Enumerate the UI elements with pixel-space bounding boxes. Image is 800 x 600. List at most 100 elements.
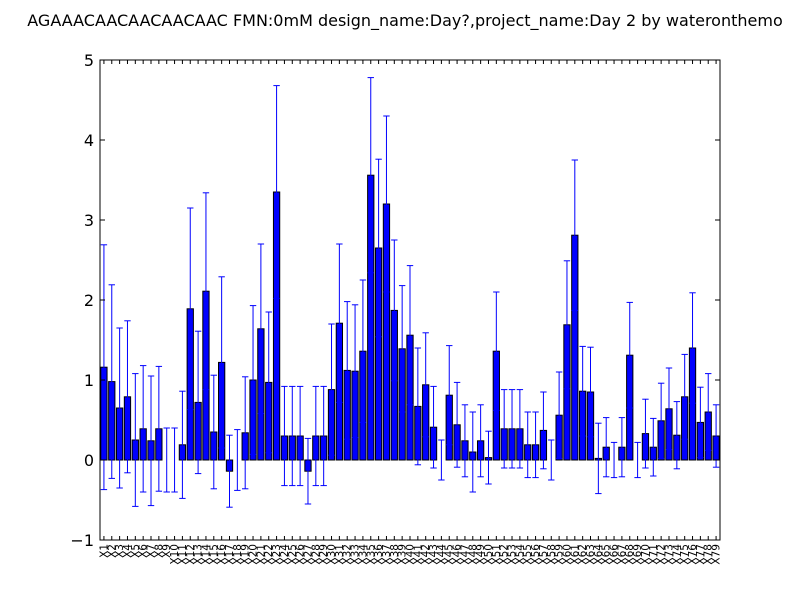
- error-bar-X30: [328, 323, 335, 456]
- error-bar-X8: [155, 365, 163, 492]
- error-bar-X66: [610, 441, 618, 479]
- x-tick-label-X62: X62: [577, 544, 589, 565]
- y-tick-label: 3: [84, 211, 94, 230]
- error-bar-X24: [281, 385, 288, 487]
- x-tick-label-X33: X33: [350, 544, 362, 565]
- x-tick-label-X55: X55: [522, 544, 534, 565]
- error-bar-X45: [446, 345, 453, 446]
- error-bar-X73: [665, 367, 673, 451]
- error-bar-X62: [579, 345, 586, 437]
- x-tick-label-X30: X30: [326, 544, 338, 565]
- error-bar-X68: [626, 301, 633, 409]
- error-bar-X49: [477, 404, 484, 478]
- error-bar-X23: [273, 85, 280, 299]
- x-tick-label-X36: X36: [373, 544, 385, 565]
- x-tick-label-X43: X43: [428, 544, 440, 565]
- x-tick-label-X76: X76: [687, 544, 699, 565]
- x-tick-label-X4: X4: [122, 544, 134, 558]
- x-tick-label-X26: X26: [295, 544, 307, 565]
- error-bar-X36: [375, 158, 382, 338]
- error-bar-X56: [532, 411, 539, 479]
- error-bar-X60: [563, 260, 571, 390]
- x-tick-label-X1: X1: [98, 544, 110, 558]
- error-bar-X69: [634, 441, 641, 479]
- x-tick-label-X22: X22: [263, 544, 275, 565]
- x-tick-label-X7: X7: [146, 544, 158, 558]
- x-tick-label-X20: X20: [248, 544, 260, 565]
- x-tick-label-X5: X5: [130, 544, 142, 558]
- x-tick-label-X23: X23: [271, 544, 283, 565]
- x-tick-label-X37: X37: [381, 544, 393, 565]
- error-bar-X32: [344, 301, 351, 440]
- x-tick-label-X41: X41: [412, 544, 424, 565]
- error-bar-X44: [438, 439, 445, 481]
- y-tick-label: 2: [84, 291, 94, 310]
- y-tick-label: −1: [70, 531, 94, 550]
- error-bar-X1: [100, 244, 108, 491]
- x-tick-label-X2: X2: [106, 544, 118, 558]
- x-tick-label-X14: X14: [200, 544, 212, 565]
- error-bar-X58: [548, 439, 555, 481]
- error-bar-X18: [234, 429, 241, 491]
- x-tick-label-X17: X17: [224, 544, 236, 565]
- x-tick-label-X65: X65: [601, 544, 613, 565]
- y-tick-label: 1: [84, 371, 94, 390]
- x-tick-label-X8: X8: [153, 544, 165, 558]
- error-bar-X13: [194, 330, 202, 475]
- x-tick-label-X19: X19: [240, 544, 252, 565]
- x-tick-label-X28: X28: [310, 544, 322, 565]
- x-tick-label-X29: X29: [318, 544, 330, 565]
- error-bar-X52: [500, 389, 508, 469]
- x-tick-label-X39: X39: [397, 544, 409, 565]
- x-tick-label-X50: X50: [483, 544, 495, 565]
- chart-title: AGAAACAACAACAACAAC FMN:0mM design_name:D…: [27, 11, 782, 31]
- error-bar-X71: [650, 417, 657, 477]
- error-bar-X75: [681, 353, 688, 440]
- error-bar-X14: [202, 192, 210, 391]
- x-tick-label-X66: X66: [609, 544, 621, 565]
- error-bar-X61: [571, 159, 579, 311]
- x-tick-label-X57: X57: [538, 544, 550, 565]
- x-tick-label-X64: X64: [593, 544, 605, 565]
- x-tick-label-X10: X10: [169, 544, 181, 565]
- error-bar-X35: [367, 77, 374, 274]
- x-tick-label-X38: X38: [389, 544, 401, 565]
- error-bar-X17: [226, 434, 233, 508]
- error-bar-X42: [422, 332, 429, 438]
- x-tick-label-X61: X61: [569, 544, 581, 565]
- error-bar-X39: [398, 285, 406, 413]
- error-bar-X6: [139, 365, 147, 493]
- error-bar-X19: [241, 376, 249, 490]
- x-tick-label-X71: X71: [648, 544, 660, 565]
- x-tick-label-X12: X12: [185, 544, 197, 565]
- error-bar-X3: [116, 327, 123, 489]
- error-bar-X37: [383, 115, 390, 293]
- x-tick-label-X24: X24: [279, 544, 291, 565]
- error-bar-X9: [163, 427, 170, 493]
- error-bar-X26: [296, 385, 304, 487]
- y-tick-label: 4: [84, 131, 94, 150]
- error-bars-group: [100, 77, 720, 508]
- y-tick-label: 5: [84, 51, 94, 70]
- x-tick-label-X73: X73: [663, 544, 675, 565]
- x-tick-label-X46: X46: [452, 544, 464, 565]
- error-bar-X57: [540, 391, 547, 470]
- x-tick-label-X9: X9: [161, 544, 173, 558]
- x-tick-label-X63: X63: [585, 544, 597, 565]
- error-bar-X55: [524, 411, 531, 479]
- x-tick-label-X21: X21: [255, 544, 267, 565]
- x-tick-label-X78: X78: [703, 544, 715, 565]
- error-bar-X67: [618, 417, 626, 478]
- x-tick-label-X53: X53: [507, 544, 519, 565]
- x-tick-label-X32: X32: [342, 544, 354, 565]
- error-bar-X79: [712, 404, 720, 468]
- error-bar-X28: [312, 385, 320, 487]
- error-bar-X54: [516, 389, 524, 469]
- x-tick-label-X59: X59: [554, 544, 566, 565]
- x-tick-label-X13: X13: [193, 544, 205, 565]
- error-bar-X2: [108, 284, 115, 479]
- x-tick-label-X42: X42: [420, 544, 432, 565]
- x-tick-label-X75: X75: [679, 544, 691, 565]
- x-tick-label-X48: X48: [467, 544, 479, 565]
